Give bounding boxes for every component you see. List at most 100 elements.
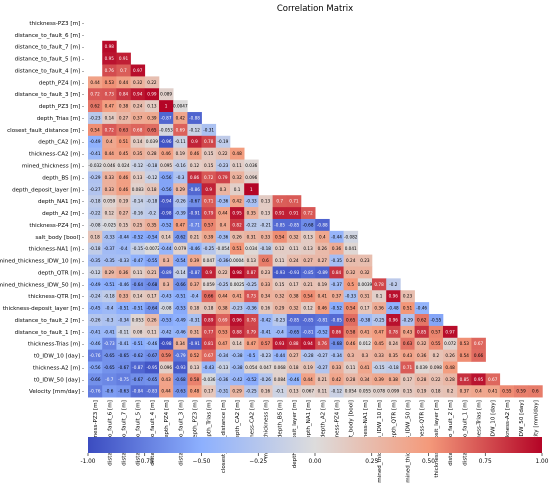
x-tick-label: distance_to_fault_7 [m] bbox=[122, 400, 128, 466]
cell-value-label: 0.33 bbox=[105, 175, 115, 180]
cell-value-label: 0.14 bbox=[133, 139, 143, 144]
heatmap-cell bbox=[230, 147, 245, 160]
heatmap-cell bbox=[272, 349, 288, 362]
cell-value-label: -0.33 bbox=[118, 258, 129, 263]
cell-value-label: -0.13 bbox=[217, 365, 228, 370]
cell-value-label: 0.85 bbox=[417, 329, 427, 334]
heatmap-cell bbox=[272, 325, 288, 339]
heatmap-cell bbox=[414, 325, 430, 339]
cell-value-label: 0.32 bbox=[360, 270, 370, 275]
cell-value-label: 0.86 bbox=[332, 329, 342, 334]
cell-value-label: 0.18 bbox=[431, 389, 441, 394]
cell-value-label: 0.31 bbox=[247, 234, 257, 239]
cell-value-label: 0.82 bbox=[232, 222, 242, 227]
cell-value-label: 0.59 bbox=[516, 389, 526, 394]
cell-value-label: -0.35 bbox=[104, 258, 115, 263]
cell-value-label: 0.71 bbox=[204, 199, 214, 204]
heatmap-cell bbox=[457, 337, 472, 350]
cell-value-label: 0.23 bbox=[403, 294, 413, 299]
cell-value-label: 0.67 bbox=[474, 341, 484, 346]
cell-value-label: -0.34 bbox=[217, 353, 228, 358]
cell-value-label: 0.47 bbox=[247, 341, 257, 346]
heatmap-cell bbox=[343, 302, 359, 315]
cell-value-label: 0.66 bbox=[474, 353, 484, 358]
heatmap-cell bbox=[329, 230, 344, 244]
heatmap-cell bbox=[144, 361, 160, 374]
heatmap-cell bbox=[102, 254, 117, 267]
heatmap-cell bbox=[144, 183, 160, 196]
cell-value-label: -0.15 bbox=[132, 246, 143, 251]
heatmap-cell bbox=[88, 337, 103, 350]
cell-value-label: 0.66 bbox=[204, 294, 214, 299]
heatmap-cell bbox=[187, 254, 202, 267]
cell-value-label: -0.37 bbox=[104, 246, 115, 251]
heatmap-cell bbox=[315, 361, 330, 374]
heatmap-cell bbox=[286, 349, 302, 362]
heatmap-cell bbox=[102, 135, 117, 148]
cell-value-label: 0.62 bbox=[90, 104, 100, 109]
x-tick-label: thickness-QTR [m] bbox=[420, 400, 426, 452]
cell-value-label: 0.068 bbox=[274, 365, 286, 370]
cell-value-label: -0.34 bbox=[331, 353, 342, 358]
cell-value-label: 0.047 bbox=[203, 258, 215, 263]
cell-value-label: 0.71 bbox=[289, 199, 299, 204]
heatmap-cell bbox=[102, 290, 117, 303]
cell-value-label: 0.29 bbox=[232, 389, 242, 394]
cell-value-label: 0.31 bbox=[360, 294, 370, 299]
heatmap-cell bbox=[400, 373, 415, 386]
cell-value-label: 0.42 bbox=[232, 199, 242, 204]
cell-value-label: -0.38 bbox=[359, 317, 370, 322]
cell-value-label: 0.46 bbox=[119, 175, 129, 180]
heatmap-cell bbox=[102, 278, 117, 291]
cell-value-label: -0.49 bbox=[175, 317, 186, 322]
heatmap-cell bbox=[201, 337, 217, 350]
cell-value-label: 0.31 bbox=[190, 329, 200, 334]
cell-value-label: 0.15 bbox=[275, 282, 285, 287]
heatmap-cell bbox=[130, 361, 146, 374]
cell-value-label: -0.18 bbox=[260, 246, 271, 251]
cell-value-label: 0.97 bbox=[445, 329, 455, 334]
heatmap-cell bbox=[386, 373, 401, 386]
heatmap-cell bbox=[272, 218, 288, 232]
heatmap-cell bbox=[116, 195, 131, 208]
heatmap-cell bbox=[386, 314, 401, 327]
heatmap-cell bbox=[315, 278, 330, 291]
cell-value-label: 0.57 bbox=[204, 222, 214, 227]
heatmap-cell bbox=[116, 123, 131, 137]
heatmap-cell bbox=[144, 325, 160, 339]
x-tick-label: depth_CA2 [m] bbox=[235, 400, 241, 442]
cell-value-label: 0.69 bbox=[218, 317, 228, 322]
x-tick-label: thickness-PZ3 [m] bbox=[93, 400, 99, 451]
heatmap-cell bbox=[159, 314, 174, 327]
cell-value-label: 0.13 bbox=[247, 258, 257, 263]
cell-value-label: 0.79 bbox=[247, 329, 257, 334]
cell-value-label: 0.17 bbox=[204, 389, 214, 394]
cell-value-label: 0.12 bbox=[303, 306, 313, 311]
cell-value-label: 0.22 bbox=[218, 151, 228, 156]
cell-value-label: 0.76 bbox=[105, 68, 115, 73]
heatmap-cell bbox=[201, 147, 217, 160]
heatmap-cell bbox=[315, 337, 330, 350]
heatmap-cell bbox=[386, 302, 401, 315]
cell-value-label: -0.025 bbox=[103, 222, 117, 227]
y-tick-label: depth_A2 [m] - bbox=[42, 211, 84, 217]
heatmap-cell bbox=[286, 385, 302, 398]
heatmap-cell bbox=[286, 195, 302, 208]
cell-value-label: 0.096 bbox=[160, 365, 172, 370]
cell-value-label: -0.46 bbox=[288, 377, 299, 382]
cell-value-label: -0.4 bbox=[105, 306, 114, 311]
y-tick-label: thickness-CA2 [m] - bbox=[29, 152, 84, 158]
cell-value-label: -0.56 bbox=[161, 187, 172, 192]
cell-value-label: -0.2 bbox=[389, 282, 398, 287]
heatmap-cell bbox=[357, 337, 373, 350]
cell-value-label: -0.22 bbox=[90, 211, 101, 216]
cell-value-label: 0.18 bbox=[190, 306, 200, 311]
heatmap-cell bbox=[102, 207, 117, 220]
cell-value-label: 0.68 bbox=[133, 127, 143, 132]
heatmap-cell bbox=[329, 361, 344, 374]
cell-value-label: 0.44 bbox=[218, 211, 228, 216]
cell-value-label: 0.096 bbox=[245, 175, 257, 180]
heatmap-cell bbox=[301, 254, 316, 267]
cell-value-label: 0.85 bbox=[460, 377, 470, 382]
cell-value-label: -0.21 bbox=[260, 222, 271, 227]
